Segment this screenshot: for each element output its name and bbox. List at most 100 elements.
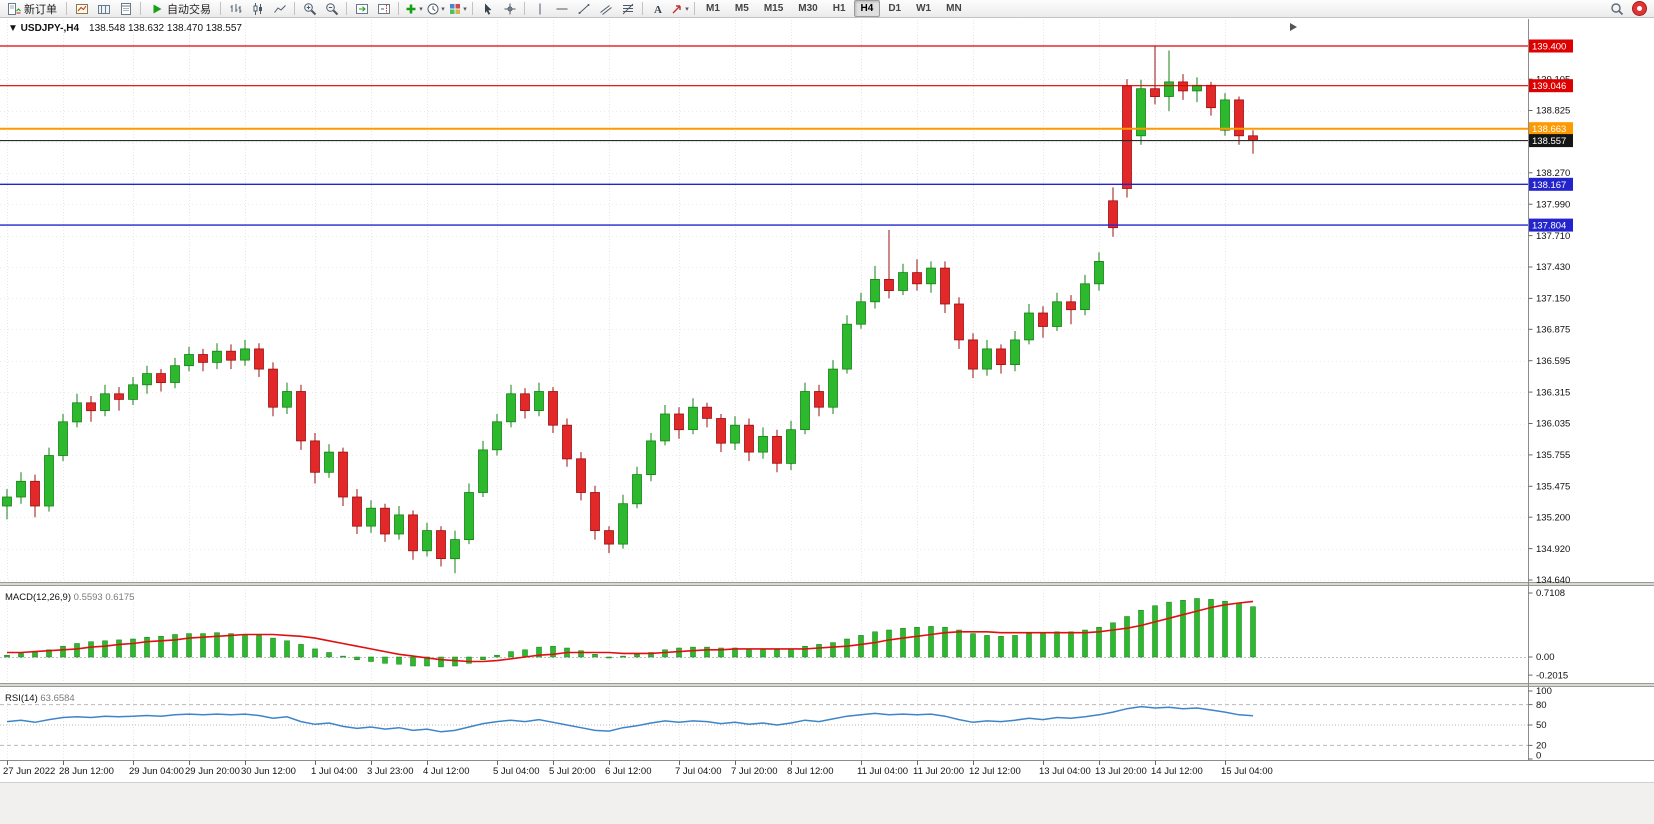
svg-text:134.920: 134.920	[1536, 544, 1570, 555]
chart-canvas[interactable]: 139.105138.825138.545138.270137.990137.7…	[0, 19, 1654, 782]
auto-scroll-button[interactable]	[351, 1, 372, 17]
candle	[534, 382, 544, 417]
svg-text:137.710: 137.710	[1536, 231, 1570, 242]
candle	[1080, 274, 1090, 316]
templates-button[interactable]: ▾	[447, 1, 468, 17]
candle	[142, 365, 152, 394]
timeframe-m1[interactable]: M1	[706, 3, 720, 14]
arrow-objects-button[interactable]: ▾	[669, 1, 690, 17]
timeframe-m5[interactable]: M5	[734, 3, 749, 14]
search-icon[interactable]	[1610, 2, 1624, 16]
vertical-line-button[interactable]	[529, 1, 550, 17]
crosshair-icon	[504, 3, 515, 14]
candle	[562, 418, 572, 467]
bar-chart-button[interactable]	[225, 1, 246, 17]
templates-icon	[450, 3, 461, 14]
candle	[2, 489, 12, 520]
svg-text:7 Jul 04:00: 7 Jul 04:00	[675, 766, 721, 777]
candle	[184, 346, 194, 372]
candle	[394, 506, 404, 540]
svg-text:137.804: 137.804	[1532, 221, 1566, 232]
svg-text:0.00: 0.00	[1536, 652, 1555, 663]
new-order-button[interactable]: 新订单	[2, 1, 62, 17]
candle	[30, 474, 40, 518]
new-chart-button[interactable]	[71, 1, 92, 17]
candle	[114, 387, 124, 411]
pane-separator[interactable]	[0, 683, 1654, 687]
svg-text:20: 20	[1536, 741, 1547, 752]
horizontal-price-lines[interactable]	[0, 45, 1528, 226]
chart-shift-button[interactable]	[373, 1, 394, 17]
toolbar-separator	[66, 2, 67, 15]
candle	[926, 261, 936, 293]
candle	[954, 297, 964, 349]
timeframe-h1[interactable]: H1	[832, 3, 846, 14]
chart-shift-marker[interactable]	[1290, 23, 1297, 31]
zoom-out-button[interactable]	[321, 1, 342, 17]
candlestick-chart-button[interactable]	[247, 1, 268, 17]
candle	[828, 360, 838, 414]
candle	[730, 416, 740, 450]
timeframe-m30[interactable]: M30	[798, 3, 818, 14]
pane-separator[interactable]	[0, 582, 1654, 586]
svg-text:5 Jul 20:00: 5 Jul 20:00	[549, 766, 595, 777]
chart-shift-icon	[377, 2, 391, 16]
candle	[212, 343, 222, 370]
timeframe-m15[interactable]: M15	[763, 3, 784, 14]
autotrading-play-icon	[153, 4, 162, 13]
horizontal-line-button[interactable]	[551, 1, 572, 17]
periods-button[interactable]: ▾	[425, 1, 446, 17]
candle	[86, 396, 96, 422]
candle	[940, 261, 950, 313]
svg-text:13 Jul 20:00: 13 Jul 20:00	[1095, 766, 1147, 777]
account-badge-icon[interactable]	[1632, 1, 1647, 16]
zoom-in-button[interactable]	[299, 1, 320, 17]
candle	[156, 369, 166, 392]
chart-profiles-button[interactable]	[93, 1, 114, 17]
candle	[408, 510, 418, 560]
candle	[254, 343, 264, 377]
candle	[898, 263, 908, 296]
timeframe-h4[interactable]: H4	[853, 0, 881, 17]
toolbar-right-group	[1610, 1, 1652, 16]
svg-text:8 Jul 12:00: 8 Jul 12:00	[787, 766, 833, 777]
timeframe-w1[interactable]: W1	[916, 3, 932, 14]
cursor-button[interactable]	[477, 1, 498, 17]
trendline-button[interactable]	[573, 1, 594, 17]
fibonacci-button[interactable]	[617, 1, 638, 17]
svg-text:138.663: 138.663	[1532, 124, 1566, 135]
svg-text:5 Jul 04:00: 5 Jul 04:00	[493, 766, 539, 777]
data-window-icon	[119, 2, 133, 16]
crosshair-button[interactable]	[499, 1, 520, 17]
candle	[268, 362, 278, 417]
autotrading-button[interactable]: 自动交易	[145, 1, 216, 17]
candle	[772, 429, 782, 473]
timeframe-d1[interactable]: D1	[888, 3, 902, 14]
text-label-button[interactable]: A	[647, 1, 668, 17]
svg-text:A: A	[654, 4, 662, 16]
candle	[618, 494, 628, 549]
svg-text:136.035: 136.035	[1536, 419, 1570, 430]
chart-symbol-label: ▼ USDJPY-,H4 138.548 138.632 138.470 138.…	[8, 23, 242, 34]
equidistant-channel-button[interactable]	[595, 1, 616, 17]
candle	[1234, 96, 1244, 145]
timeframe-mn[interactable]: MN	[946, 3, 962, 14]
svg-text:136.595: 136.595	[1536, 356, 1570, 367]
svg-text:100: 100	[1536, 686, 1552, 697]
candle	[1122, 79, 1132, 198]
indicators-button[interactable]: ▾	[403, 1, 424, 17]
chevron-down-icon: ▾	[463, 5, 467, 13]
svg-text:0: 0	[1536, 751, 1541, 762]
data-window-button[interactable]	[115, 1, 136, 17]
svg-text:-0.2015: -0.2015	[1536, 670, 1568, 681]
svg-text:138.167: 138.167	[1532, 180, 1566, 191]
window-bottom-strip	[0, 782, 1654, 824]
toolbar-separator	[472, 2, 473, 15]
svg-text:0.7108: 0.7108	[1536, 588, 1565, 599]
svg-text:137.150: 137.150	[1536, 294, 1570, 305]
line-chart-button[interactable]	[269, 1, 290, 17]
candle	[660, 405, 670, 446]
candle	[576, 452, 586, 501]
candle	[716, 414, 726, 453]
time-axis[interactable]: 27 Jun 2022 28 Jun 12:00 29 Jun 04:00 29 Ju…	[3, 760, 1273, 778]
